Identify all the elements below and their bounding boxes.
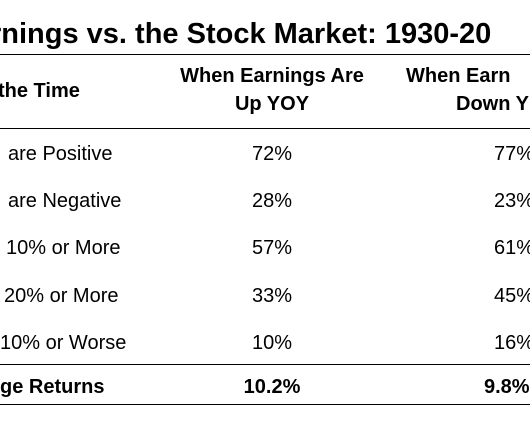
footer-rule bbox=[0, 364, 530, 365]
footer-label: ge Returns bbox=[0, 376, 105, 398]
footer-down-value: 9.8% bbox=[484, 376, 530, 398]
header-row-label: the Time bbox=[0, 80, 80, 102]
row-label: are Negative bbox=[8, 190, 122, 212]
header-earnings-down-line2: Down Y bbox=[456, 93, 529, 115]
row-label: 10% or Worse bbox=[0, 332, 127, 354]
row-down-value: 45% bbox=[494, 285, 530, 307]
row-label: 10% or More bbox=[6, 237, 121, 259]
header-rule bbox=[0, 128, 530, 129]
row-down-value: 23% bbox=[494, 190, 530, 212]
row-down-value: 61% bbox=[494, 237, 530, 259]
row-label: 20% or More bbox=[4, 285, 119, 307]
table-title: rnings vs. the Stock Market: 1930-20 bbox=[0, 18, 492, 50]
row-down-value: 16% bbox=[494, 332, 530, 354]
header-earnings-down-line1: When Earn bbox=[406, 65, 511, 87]
row-down-value: 77% bbox=[494, 143, 530, 165]
top-rule bbox=[0, 54, 530, 55]
bottom-rule bbox=[0, 404, 530, 405]
row-label: are Positive bbox=[8, 143, 113, 165]
